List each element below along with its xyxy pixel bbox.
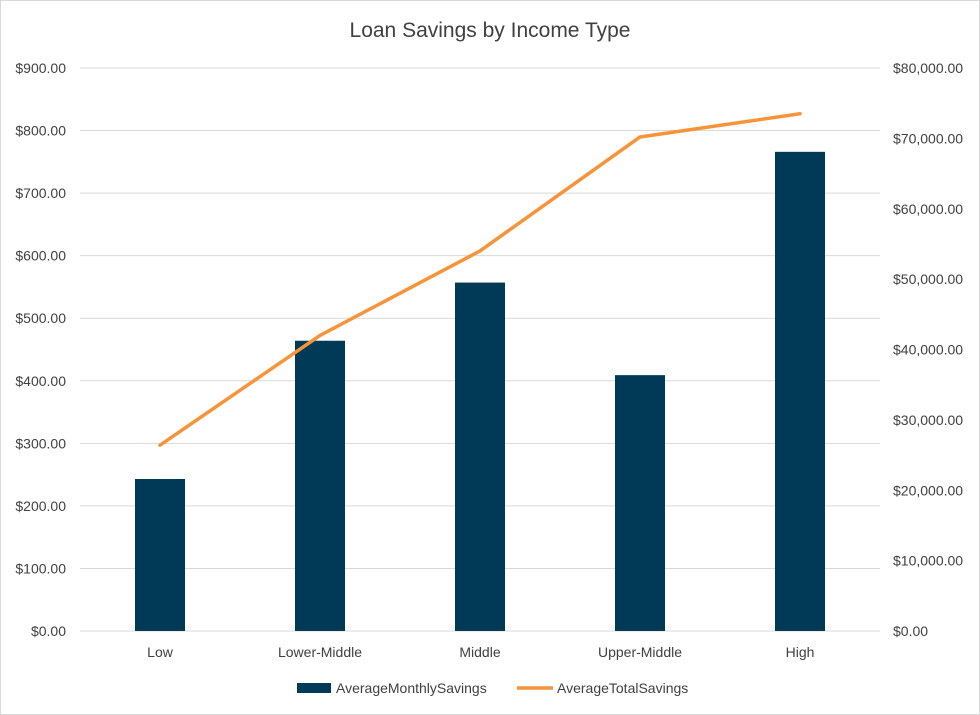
bar — [135, 478, 185, 631]
legend: AverageMonthlySavings AverageTotalSavings — [297, 680, 688, 696]
bar — [455, 282, 505, 631]
x-tick-label: Lower-Middle — [278, 644, 362, 660]
chart-title: Loan Savings by Income Type — [350, 19, 631, 42]
left-tick-label: $200.00 — [15, 498, 66, 514]
right-tick-label: $50,000.00 — [893, 271, 963, 287]
left-tick-label: $800.00 — [15, 123, 66, 139]
left-tick-label: $600.00 — [15, 248, 66, 264]
x-tick-label: Low — [147, 644, 174, 660]
right-axis-ticks: $0.00 $10,000.00 $20,000.00 $30,000.00 $40,0… — [893, 60, 963, 639]
right-tick-label: $40,000.00 — [893, 342, 963, 358]
x-tick-label: High — [786, 644, 815, 660]
gridlines — [80, 67, 880, 632]
left-tick-label: $100.00 — [15, 560, 66, 576]
left-tick-label: $300.00 — [15, 435, 66, 451]
x-tick-label: Middle — [459, 644, 500, 660]
bar — [775, 151, 825, 631]
bar — [295, 340, 345, 631]
right-tick-label: $10,000.00 — [893, 553, 963, 569]
legend-label: AverageMonthlySavings — [336, 680, 487, 696]
left-tick-label: $400.00 — [15, 373, 66, 389]
right-tick-label: $70,000.00 — [893, 130, 963, 146]
bar-series — [135, 151, 825, 631]
left-tick-label: $500.00 — [15, 310, 66, 326]
right-tick-label: $60,000.00 — [893, 201, 963, 217]
right-tick-label: $0.00 — [893, 623, 928, 639]
line-series — [158, 111, 802, 447]
series-line — [158, 111, 802, 447]
legend-swatch-bar — [297, 683, 331, 693]
left-tick-label: $900.00 — [15, 60, 66, 76]
left-tick-label: $700.00 — [15, 185, 66, 201]
x-tick-label: Upper-Middle — [598, 644, 682, 660]
legend-label: AverageTotalSavings — [557, 680, 688, 696]
left-axis-ticks: $0.00 $100.00 $200.00 $300.00 $400.00 $500.00… — [15, 60, 66, 639]
right-tick-label: $30,000.00 — [893, 412, 963, 428]
left-tick-label: $0.00 — [31, 623, 66, 639]
bar — [615, 375, 665, 631]
right-tick-label: $20,000.00 — [893, 482, 963, 498]
x-axis-ticks: Low Lower-Middle Middle Upper-Middle High — [147, 644, 814, 660]
right-tick-label: $80,000.00 — [893, 60, 963, 76]
